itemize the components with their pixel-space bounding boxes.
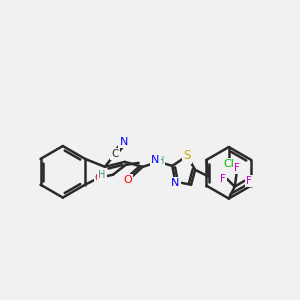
Text: Cl: Cl [223,159,234,169]
Text: O: O [123,175,132,185]
Text: C: C [111,149,118,159]
Text: F: F [234,163,240,173]
Text: H: H [157,156,164,166]
Text: O: O [94,173,103,183]
Text: H: H [98,170,106,180]
Text: F: F [246,176,251,186]
Text: N: N [171,178,179,188]
Text: N: N [120,137,128,147]
Text: F: F [220,174,226,184]
Text: S: S [184,149,191,162]
Text: N: N [151,155,160,165]
